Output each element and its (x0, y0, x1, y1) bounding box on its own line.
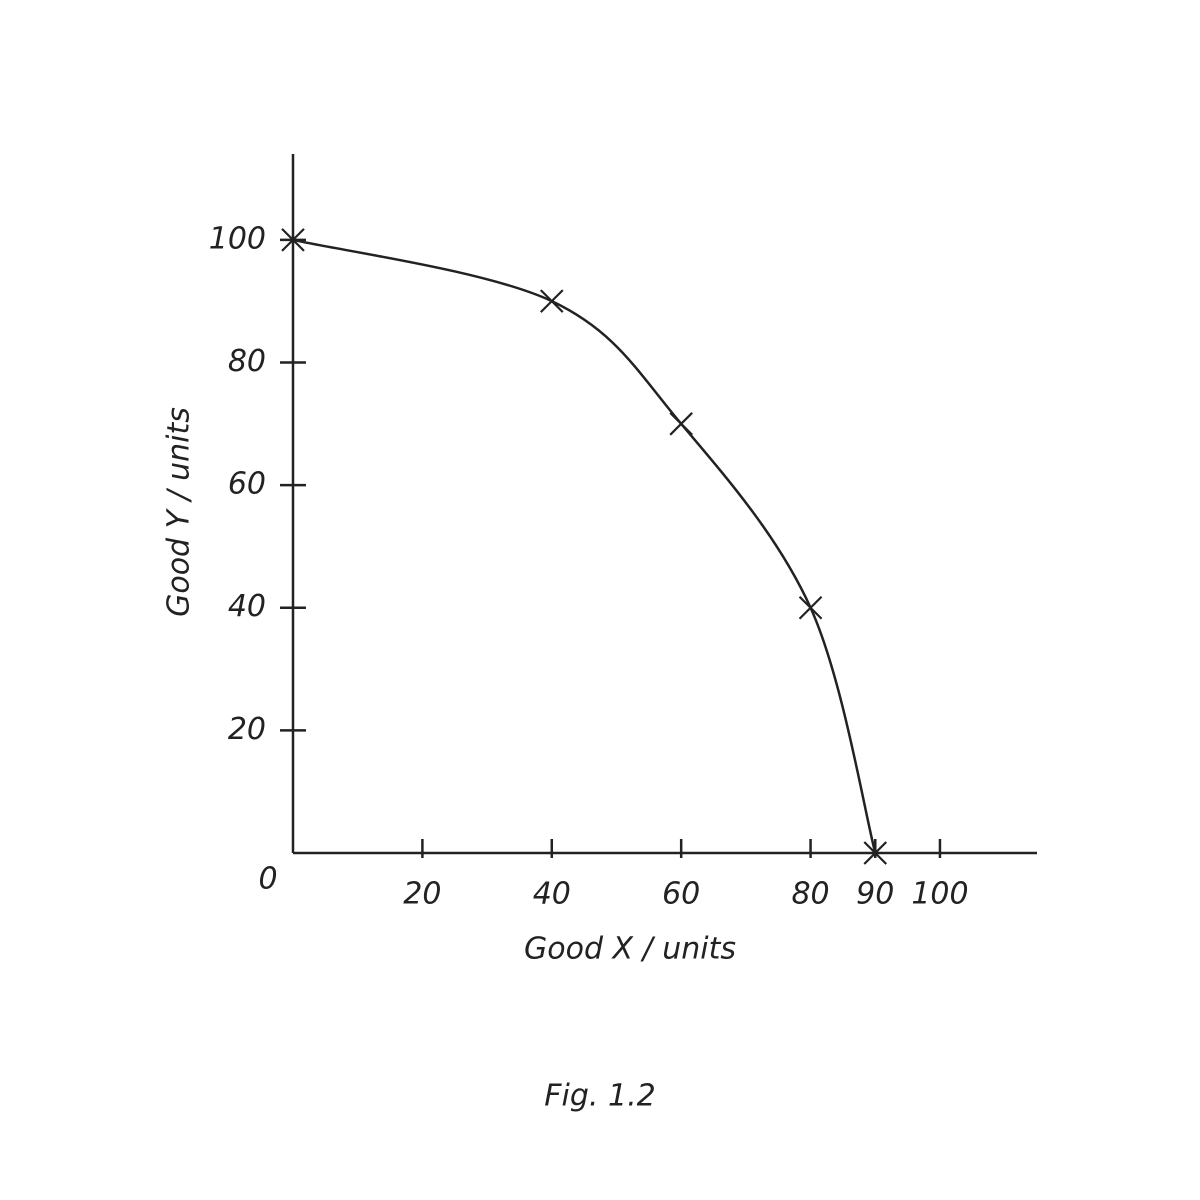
point-marker (540, 289, 564, 313)
x-tick-label: 60 (662, 877, 700, 912)
x-axis-label: Good X / units (524, 932, 736, 967)
x-tick-label: 90 (856, 877, 894, 912)
y-tick-label: 60 (228, 467, 266, 502)
point-marker (863, 841, 888, 865)
point-marker (669, 412, 693, 436)
x-tick-label: 80 (791, 877, 829, 912)
x-tick-label: 20 (403, 877, 441, 912)
x-tick-label: 100 (911, 877, 968, 912)
chart-title: Fig. 1.2 (544, 1079, 655, 1114)
x-tick-label: 0 (258, 862, 277, 897)
y-tick-label: 40 (228, 589, 266, 624)
y-axis-label: Good Y / units (162, 407, 197, 617)
point-marker (281, 228, 305, 252)
y-tick-label: 80 (228, 344, 266, 379)
x-tick-label: 40 (533, 877, 571, 912)
y-tick-label: 100 (209, 221, 266, 256)
y-tick-label: 20 (228, 712, 266, 747)
series-line (292, 238, 877, 854)
point-marker (798, 595, 823, 620)
